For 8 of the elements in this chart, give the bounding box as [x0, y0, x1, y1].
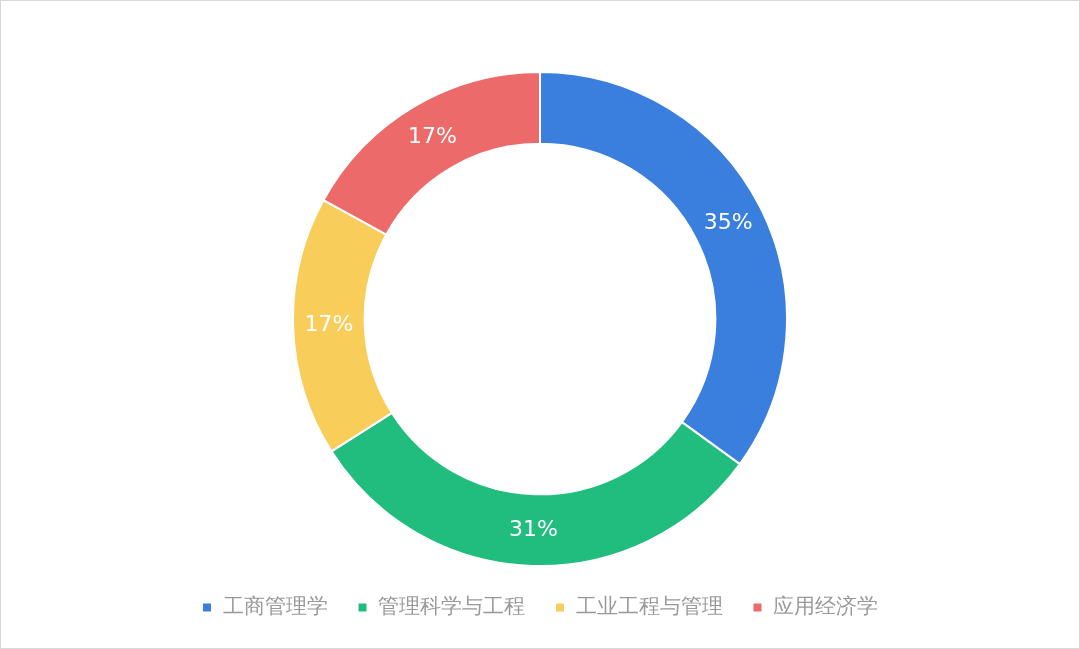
legend-label: 工商管理学 [222, 593, 328, 618]
data-label: 35% [703, 208, 753, 234]
legend-label: 管理科学与工程 [378, 593, 525, 618]
data-label: 17% [408, 122, 457, 148]
legend-label: 应用经济学 [773, 593, 878, 618]
data-label: 31% [508, 515, 558, 541]
legend-label: 工业工程与管理 [575, 593, 723, 618]
data-label: 17% [304, 311, 354, 337]
